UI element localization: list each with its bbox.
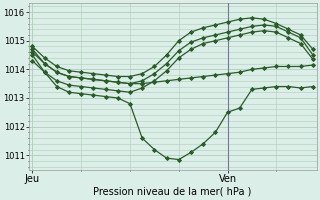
- X-axis label: Pression niveau de la mer( hPa ): Pression niveau de la mer( hPa ): [93, 187, 252, 197]
